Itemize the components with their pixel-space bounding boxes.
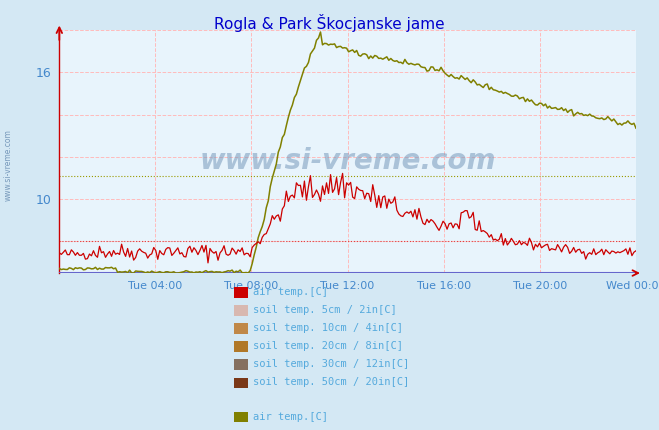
Text: soil temp. 30cm / 12in[C]: soil temp. 30cm / 12in[C] — [253, 359, 409, 369]
Text: air temp.[C]: air temp.[C] — [253, 412, 328, 422]
Text: soil temp. 20cm / 8in[C]: soil temp. 20cm / 8in[C] — [253, 341, 403, 351]
Text: www.si-vreme.com: www.si-vreme.com — [4, 129, 13, 202]
Text: Rogla & Park Škocjanske jame: Rogla & Park Škocjanske jame — [214, 14, 445, 32]
Text: soil temp. 10cm / 4in[C]: soil temp. 10cm / 4in[C] — [253, 323, 403, 333]
Text: soil temp. 50cm / 20in[C]: soil temp. 50cm / 20in[C] — [253, 377, 409, 387]
Text: air temp.[C]: air temp.[C] — [253, 287, 328, 297]
Text: www.si-vreme.com: www.si-vreme.com — [200, 147, 496, 175]
Text: soil temp. 5cm / 2in[C]: soil temp. 5cm / 2in[C] — [253, 305, 397, 315]
